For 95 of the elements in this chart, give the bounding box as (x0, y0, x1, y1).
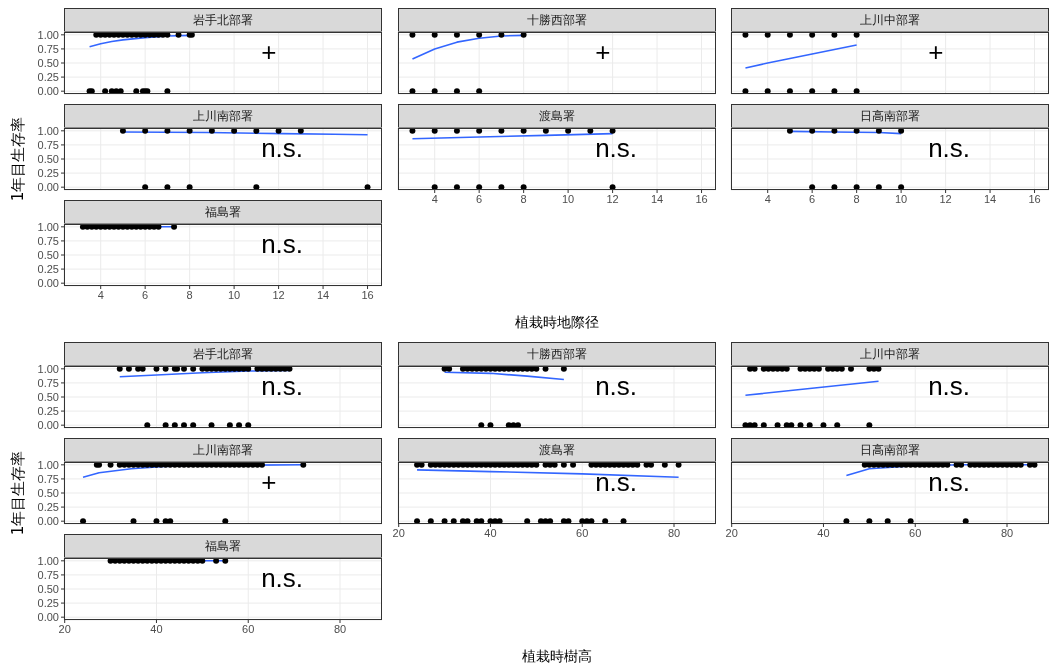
x-tick-label: 60 (576, 526, 589, 539)
x-tick-label: 14 (983, 192, 997, 205)
x-tick-label: 60 (242, 622, 255, 635)
x-tick-label: 80 (333, 622, 347, 635)
y-tick-label: 0.75 (37, 42, 59, 55)
x-tick-label: 10 (227, 288, 241, 301)
annotation: n.s. (595, 466, 638, 498)
annotation: n.s. (261, 562, 304, 594)
annotation: + (928, 36, 944, 68)
x-tick-label: 20 (725, 526, 738, 539)
x-tick-label: 40 (484, 526, 497, 539)
x-tick-label: 8 (853, 192, 860, 205)
chart-title: 日高南部署 (731, 104, 1049, 128)
y-axis-title: 1年目生存率 (8, 450, 28, 536)
annotation: n.s. (928, 370, 971, 402)
x-tick-label: 12 (272, 288, 285, 301)
annotation: n.s. (261, 132, 304, 164)
y-tick-label: 0.75 (37, 138, 59, 151)
chart-title: 上川南部署 (64, 104, 382, 128)
x-tick-label: 4 (431, 192, 438, 205)
chart-title: 日高南部署 (731, 438, 1049, 462)
y-tick-label: 1.00 (37, 220, 59, 233)
x-tick-label: 16 (1028, 192, 1041, 205)
x-tick-label: 6 (809, 192, 816, 205)
chart-title: 岩手北部署 (64, 8, 382, 32)
y-tick-label: 0.25 (37, 71, 59, 83)
x-tick-label: 4 (97, 288, 104, 301)
x-axis-title: 植栽時地際径 (515, 314, 599, 332)
chart-title: 渡島署 (398, 438, 716, 462)
x-tick-label: 10 (561, 192, 575, 205)
x-tick-label: 16 (361, 288, 374, 301)
y-tick-label: 1.00 (37, 28, 59, 41)
y-tick-label: 0.25 (37, 263, 59, 275)
y-tick-label: 1.00 (37, 124, 59, 137)
y-tick-label: 1.00 (37, 554, 59, 567)
y-tick-label: 0.50 (37, 152, 59, 165)
y-tick-label: 0.25 (37, 501, 59, 513)
x-tick-label: 40 (150, 622, 163, 635)
chart-title: 上川南部署 (64, 438, 382, 462)
x-tick-label: 12 (606, 192, 619, 205)
x-tick-label: 60 (909, 526, 922, 539)
chart-title: 十勝西部署 (398, 8, 716, 32)
annotation: n.s. (261, 370, 304, 402)
x-tick-label: 20 (58, 622, 71, 635)
y-tick-label: 0.25 (37, 167, 59, 179)
y-tick-label: 0.00 (37, 611, 59, 624)
annotation: + (261, 36, 277, 68)
y-tick-label: 0.25 (37, 597, 59, 609)
y-tick-label: 0.00 (37, 277, 59, 290)
x-tick-label: 8 (186, 288, 193, 301)
x-tick-label: 8 (520, 192, 527, 205)
y-tick-label: 0.00 (37, 85, 59, 98)
y-tick-label: 0.75 (37, 376, 59, 389)
y-tick-label: 0.75 (37, 472, 59, 485)
x-tick-label: 14 (316, 288, 330, 301)
annotation: n.s. (595, 370, 638, 402)
chart-title: 上川中部署 (731, 8, 1049, 32)
y-tick-label: 0.00 (37, 181, 59, 194)
y-tick-label: 0.75 (37, 568, 59, 581)
chart-title: 岩手北部署 (64, 342, 382, 366)
y-tick-label: 0.50 (37, 248, 59, 261)
chart-title: 福島署 (64, 534, 382, 558)
chart-title: 渡島署 (398, 104, 716, 128)
x-tick-label: 80 (667, 526, 681, 539)
x-tick-label: 6 (476, 192, 483, 205)
annotation: + (261, 466, 277, 498)
annotation: n.s. (928, 132, 971, 164)
y-tick-label: 1.00 (37, 458, 59, 471)
annotation: n.s. (261, 228, 304, 260)
y-tick-label: 0.00 (37, 419, 59, 432)
y-tick-label: 0.75 (37, 234, 59, 247)
x-tick-label: 20 (392, 526, 405, 539)
x-tick-label: 40 (817, 526, 830, 539)
y-tick-label: 0.00 (37, 515, 59, 528)
y-tick-label: 1.00 (37, 362, 59, 375)
x-axis-title: 植栽時樹高 (522, 648, 592, 666)
y-tick-label: 0.50 (37, 582, 59, 595)
x-tick-label: 12 (939, 192, 952, 205)
x-tick-label: 4 (764, 192, 771, 205)
chart-title: 福島署 (64, 200, 382, 224)
x-tick-label: 16 (695, 192, 708, 205)
annotation: n.s. (595, 132, 638, 164)
x-tick-label: 14 (650, 192, 664, 205)
chart-title: 十勝西部署 (398, 342, 716, 366)
y-axis-title: 1年目生存率 (8, 116, 28, 202)
annotation: n.s. (928, 466, 971, 498)
x-tick-label: 80 (1000, 526, 1014, 539)
chart-title: 上川中部署 (731, 342, 1049, 366)
x-tick-label: 6 (142, 288, 149, 301)
y-tick-label: 0.50 (37, 56, 59, 69)
y-tick-label: 0.50 (37, 486, 59, 499)
y-tick-label: 0.50 (37, 390, 59, 403)
y-tick-label: 0.25 (37, 405, 59, 417)
x-tick-label: 10 (894, 192, 908, 205)
annotation: + (595, 36, 611, 68)
